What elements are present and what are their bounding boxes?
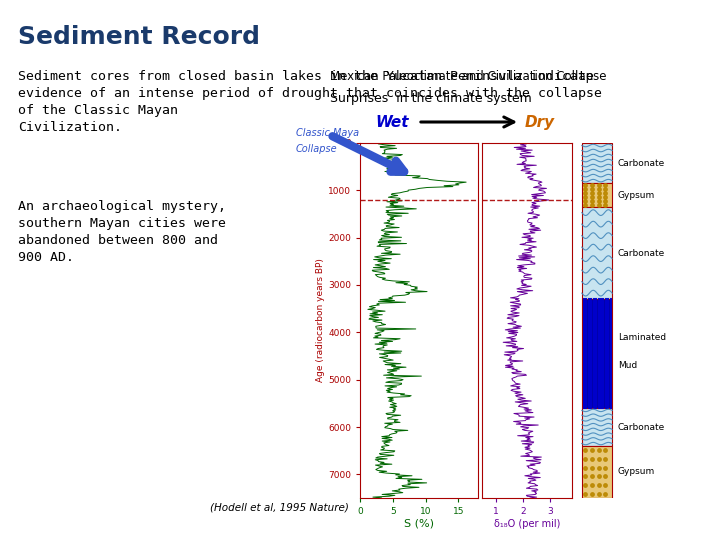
Text: Classic Maya: Classic Maya (296, 128, 359, 138)
Text: Surprises  in the climate system: Surprises in the climate system (330, 92, 532, 105)
Text: Carbonate: Carbonate (618, 159, 665, 167)
Text: Sediment cores from closed basin lakes in the Yucatan Peninsula indicate
evidenc: Sediment cores from closed basin lakes i… (18, 70, 602, 134)
X-axis label: δ₁₈O (per mil): δ₁₈O (per mil) (494, 519, 560, 529)
X-axis label: S (%): S (%) (404, 519, 434, 529)
Text: Mud: Mud (618, 361, 637, 370)
Text: Wet: Wet (375, 115, 408, 130)
Text: (Hodell et al, 1995 Nature): (Hodell et al, 1995 Nature) (210, 502, 349, 512)
Bar (582, 143, 612, 183)
Text: Collapse: Collapse (296, 144, 338, 154)
Bar (582, 183, 612, 207)
Bar (582, 299, 612, 408)
Bar (582, 408, 612, 446)
Text: Carbonate: Carbonate (618, 422, 665, 431)
Text: Carbonate: Carbonate (618, 248, 665, 258)
Bar (582, 446, 612, 498)
Text: Mexican Paleoclimate and Civilization Collapse: Mexican Paleoclimate and Civilization Co… (330, 70, 606, 83)
Text: Sediment Record: Sediment Record (18, 25, 260, 49)
Text: Laminated: Laminated (618, 333, 666, 342)
Text: Dry: Dry (525, 115, 555, 130)
Y-axis label: Age (radiocarbon years BP): Age (radiocarbon years BP) (316, 259, 325, 382)
Text: Gypsum: Gypsum (618, 468, 655, 476)
Text: An archaeological mystery,
southern Mayan cities were
abandoned between 800 and
: An archaeological mystery, southern Maya… (18, 200, 226, 264)
Bar (582, 207, 612, 299)
Text: Gypsum: Gypsum (618, 191, 655, 200)
